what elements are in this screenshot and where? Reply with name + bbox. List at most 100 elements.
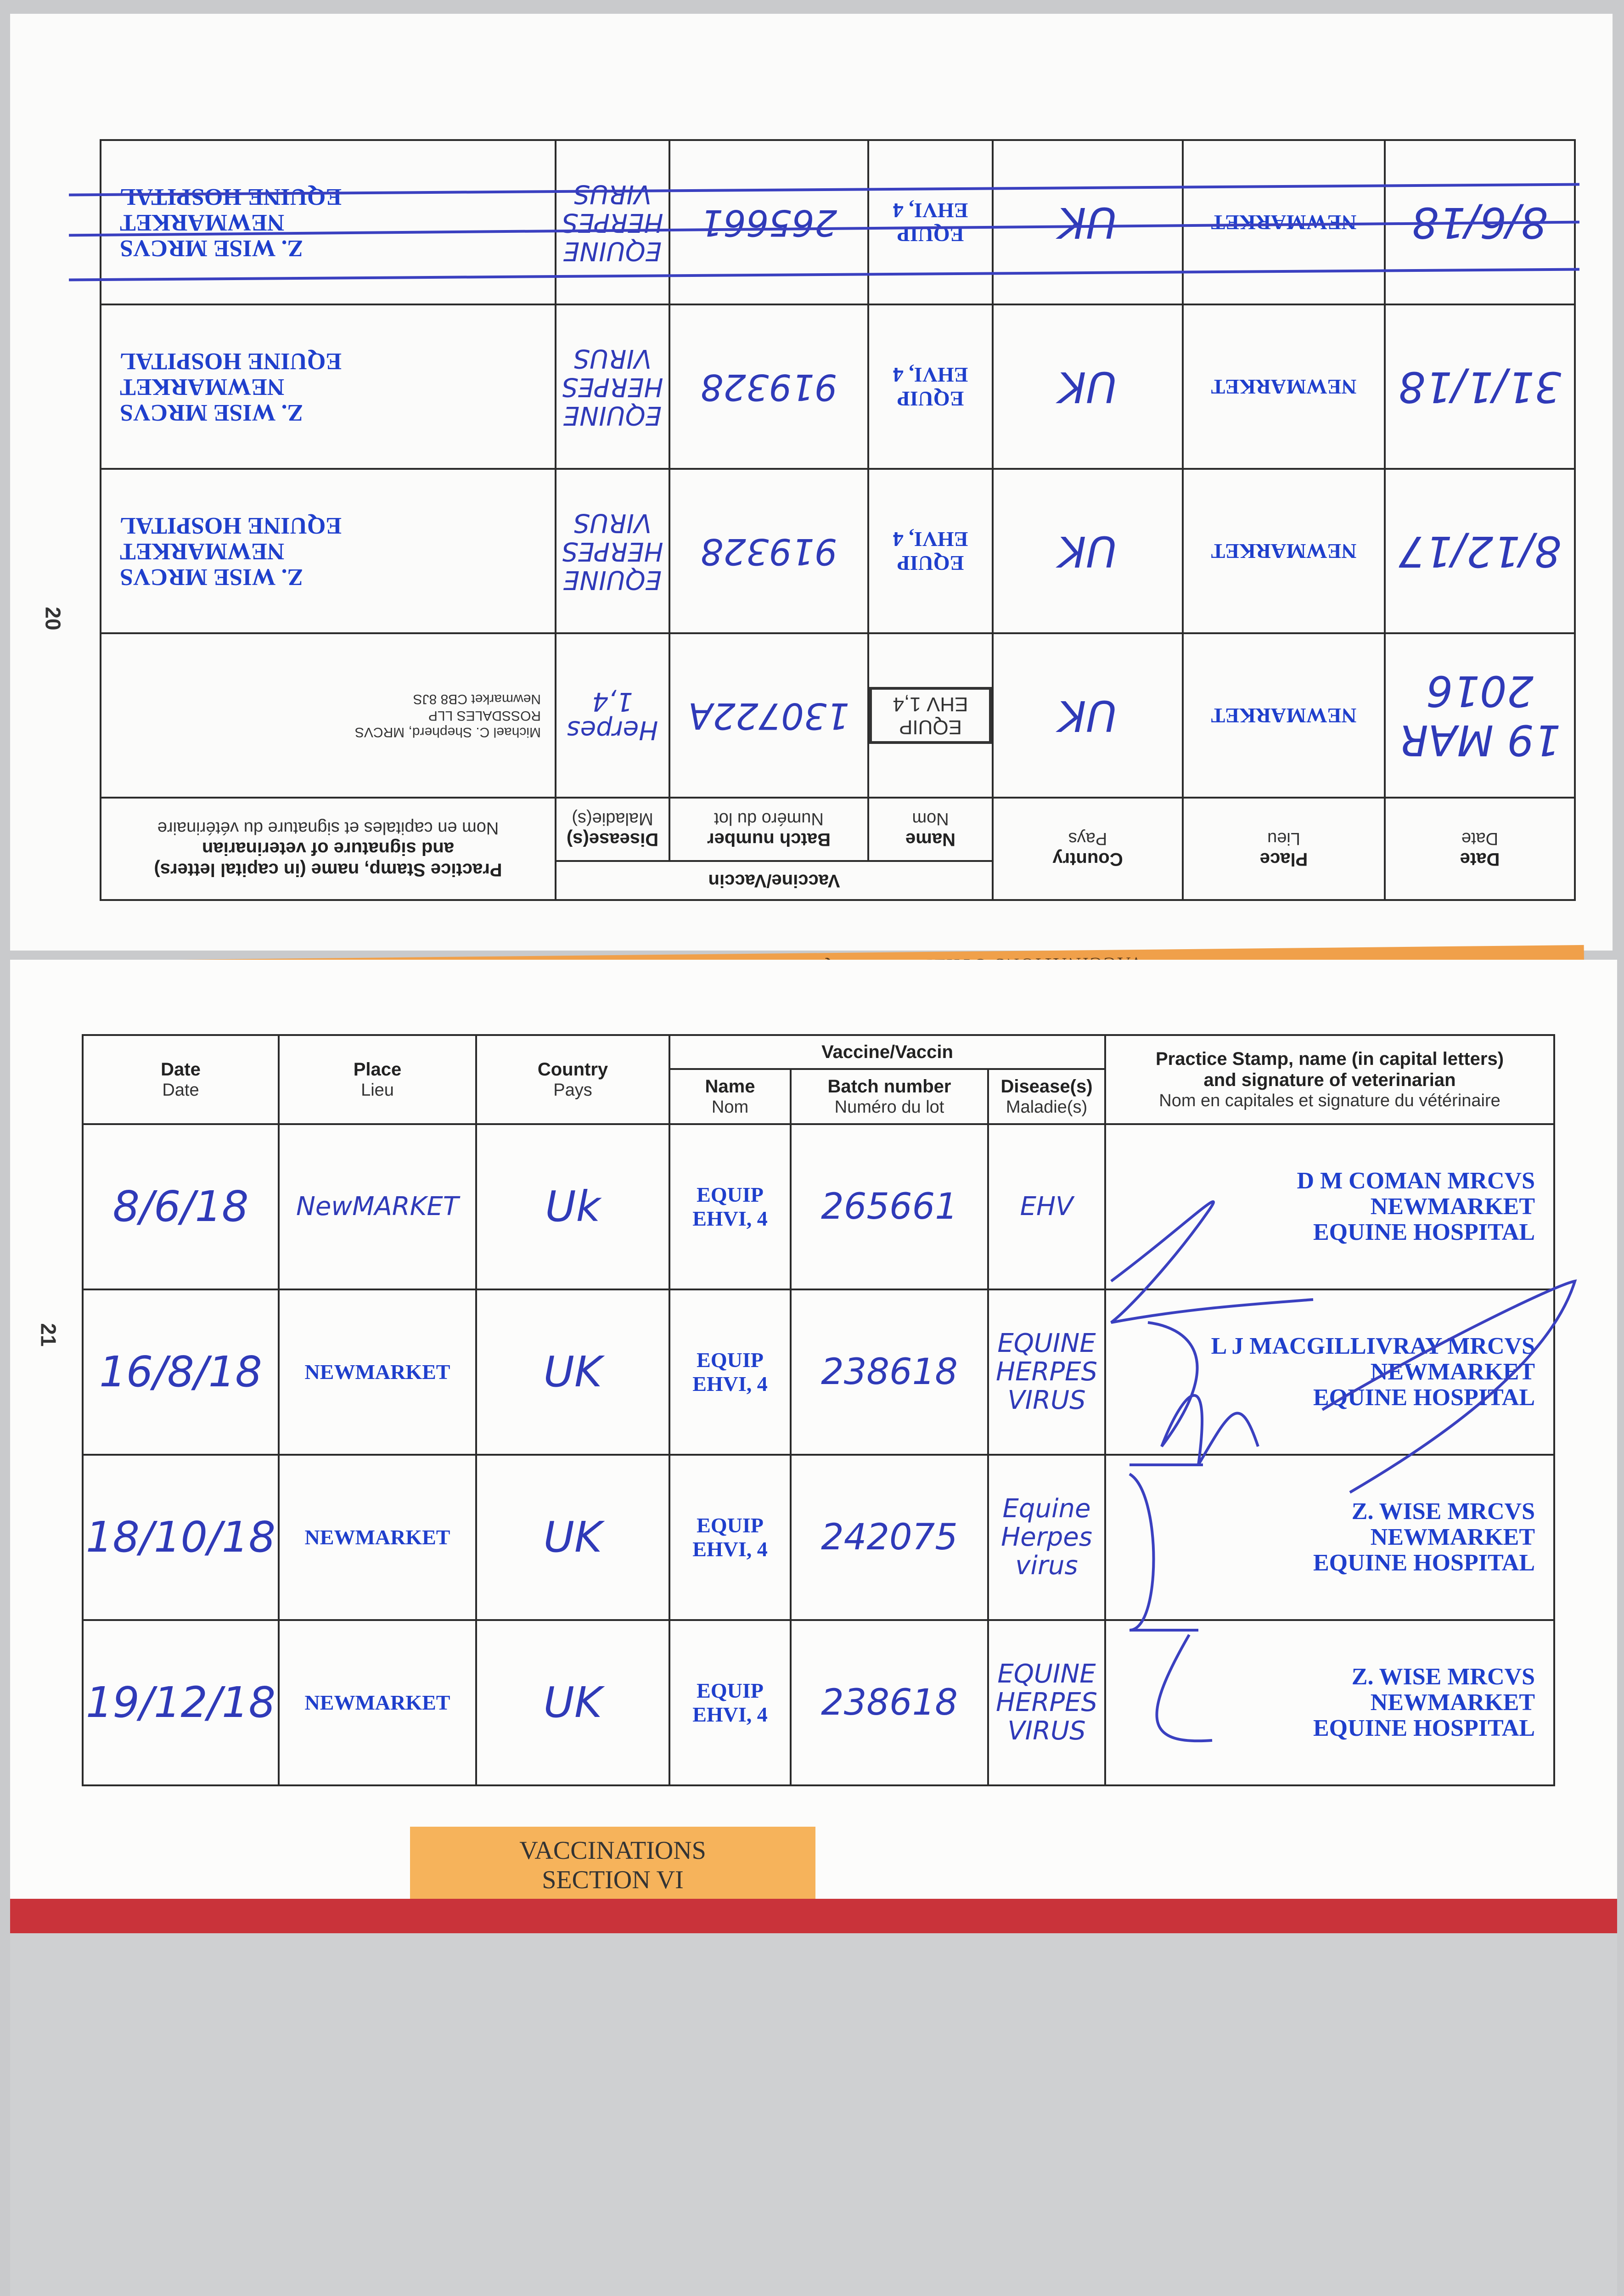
batch-value: 238618 (821, 1682, 958, 1723)
stamp-line: EQUINE HOSPITAL (120, 184, 342, 210)
stamp-line: Z. WISE MRCVS (120, 400, 303, 426)
stamp-line: EQUINE HOSPITAL (120, 512, 342, 539)
place-value: NEWMARKET (1211, 375, 1357, 399)
header-country-en: Country (537, 1059, 608, 1080)
stamp-line: EQUINE HOSPITAL (120, 348, 342, 374)
stamp-line: ROSSDALES LLP (428, 708, 541, 723)
place-value: NEWMARKET (304, 1690, 450, 1714)
vaccination-row: 8/6/18 NewMARKET Uk EQUIP EHVI, 4 265661 EHV D… (82, 1123, 1556, 1290)
header-stamp-en2: and signature of veterinarian (1203, 1069, 1456, 1090)
batch-value: 265661 (700, 202, 837, 243)
section-subtitle: SECTION VI (542, 1866, 684, 1894)
vaccination-table-page-20: Date Date Place Lieu Country Pays Vaccine/Vacc… (100, 139, 1576, 901)
vaccination-row: 18/10/18 NEWMARKET UK EQUIP EHVI, 4 242075 Eq… (82, 1453, 1556, 1621)
header-batch-en: Batch number (827, 1076, 951, 1097)
vaccination-row: 19/12/18 NEWMARKET UK EQUIP EHVI, 4 238618 EQ… (82, 1619, 1556, 1786)
stamp-line: Newmarket CB8 8JS (413, 692, 541, 707)
batch-value: 242075 (821, 1516, 958, 1558)
place-value: NEWMARKET (304, 1360, 450, 1384)
date-value: 18/10/18 (85, 1513, 276, 1562)
header-stamp-en2: and signature of veterinarian (202, 838, 455, 859)
place-value: NEWMARKET (304, 1525, 450, 1549)
page-number-21: 21 (36, 1323, 61, 1347)
stamp-line: NEWMARKET (1370, 1689, 1535, 1716)
date-value: 16/8/18 (99, 1347, 262, 1397)
header-vaccine-label: Vaccine/Vaccin (708, 870, 840, 891)
stamp-line: Z. WISE MRCVS (1351, 1498, 1535, 1525)
batch-value: 919328 (700, 530, 837, 572)
header-disease-fr: Maladie(s) (1006, 1097, 1088, 1117)
header-stamp-fr: Nom en capitales et signature du vétérin… (1159, 1091, 1500, 1110)
header-country: Country Pays (993, 798, 1183, 900)
header-batch-en: Batch number (707, 829, 831, 850)
stamp-line: EQUINE HOSPITAL (1313, 1219, 1535, 1245)
batch-value: 130722A (688, 695, 850, 736)
header-country-en: Country (1052, 849, 1123, 869)
date-value: 31/1/18 (1398, 362, 1562, 411)
header-name-en: Name (705, 1076, 755, 1097)
vaccine-name: EQUIP EHVI, 4 (893, 363, 968, 411)
header-batch-fr: Numéro du lot (834, 1097, 944, 1117)
disease-value: Equine Herpes virus (1001, 1493, 1092, 1581)
stamp-line: Z. WISE MRCVS (120, 235, 303, 261)
header-name-fr: Nom (711, 1097, 749, 1117)
header-stamp-fr: Nom en capitales et signature du vétérin… (157, 818, 499, 838)
header-vaccine-label: Vaccine/Vaccin (821, 1041, 953, 1062)
batch-value: 238618 (821, 1351, 958, 1393)
section-title: VACCINATIONS (519, 1836, 706, 1865)
header-country-fr: Pays (1068, 828, 1107, 848)
disease-value: EQUINE HERPES VIRUS (995, 1328, 1098, 1415)
header-date-fr: Date (162, 1080, 199, 1100)
header-date-en: Date (161, 1059, 201, 1080)
header-place-en: Place (1259, 849, 1308, 869)
page-20 (10, 14, 1613, 951)
batch-value: 919328 (700, 366, 837, 407)
place-value: NEWMARKET (1211, 704, 1357, 727)
disease-value: EQUINE HERPES VIRUS (562, 508, 663, 595)
header-place-fr: Lieu (361, 1080, 394, 1100)
header-country: Country Pays (475, 1034, 670, 1125)
vaccine-name: EQUIP EHVI, 4 (692, 1678, 768, 1726)
stamp-line: EQUINE HOSPITAL (1313, 1715, 1535, 1741)
country-value: UK (1058, 691, 1117, 740)
country-value: UK (543, 1513, 602, 1562)
cover-edge (10, 1899, 1617, 1933)
stamp-line: NEWMARKET (120, 538, 285, 564)
header-stamp-en1: Practice Stamp, name (in capital letters… (1155, 1048, 1504, 1069)
vaccine-name: EQUIP EHVI, 4 (692, 1182, 768, 1230)
place-value: NewMARKET (296, 1191, 459, 1221)
vaccine-name-stamp: EQUIP EHV 1,4 (869, 687, 992, 744)
stamp-line: Michael C. Shepherd, MRCVS (354, 725, 541, 740)
header-vaccine: Vaccine/Vaccin (556, 861, 993, 900)
header-name-fr: Nom (912, 809, 949, 829)
date-value: 19 MAR 2016 (1399, 666, 1561, 765)
stamp-line: Z. WISE MRCVS (1351, 1663, 1535, 1690)
header-place-fr: Lieu (1267, 828, 1300, 848)
header-disease-en: Disease(s) (566, 829, 659, 850)
header-disease: Disease(s) Maladie(s) (556, 798, 670, 861)
date-value: 19/12/18 (85, 1678, 276, 1728)
header-place: Place Lieu (278, 1034, 477, 1125)
header-name: Name Nom (669, 1068, 792, 1125)
stamp-line: EQUINE HOSPITAL (1313, 1549, 1535, 1576)
header-stamp: Practice Stamp, name (in capital letters… (1104, 1034, 1556, 1125)
header-batch: Batch number Numéro du lot (790, 1068, 989, 1125)
date-value: 8/12/17 (1398, 526, 1562, 576)
vaccine-name: EQUIP EHVI, 4 (692, 1513, 768, 1561)
stamp-line: NEWMARKET (1370, 1193, 1535, 1220)
header-country-fr: Pays (553, 1080, 592, 1100)
vaccination-row: 19 MAR 2016 NEWMARKET UK EQUIP EHV 1,4 13072… (101, 633, 1575, 798)
date-value: 8/6/18 (112, 1182, 249, 1232)
country-value: UK (543, 1678, 602, 1728)
scan-background (10, 1933, 1617, 2296)
stamp-line: NEWMARKET (120, 374, 285, 400)
header-name-en: Name (905, 829, 955, 850)
stamp-line: NEWMARKET (1370, 1358, 1535, 1385)
disease-value: Herpes 1,4 (567, 687, 658, 745)
page-number-20: 20 (41, 607, 65, 630)
country-value: UK (1058, 197, 1117, 247)
header-stamp-en1: Practice Stamp, name (in capital letters… (154, 859, 502, 880)
header-place: Place Lieu (1183, 798, 1385, 900)
disease-value: EQUINE HERPES VIRUS (562, 343, 663, 430)
vaccine-name: EQUIP EHVI, 4 (893, 199, 968, 246)
